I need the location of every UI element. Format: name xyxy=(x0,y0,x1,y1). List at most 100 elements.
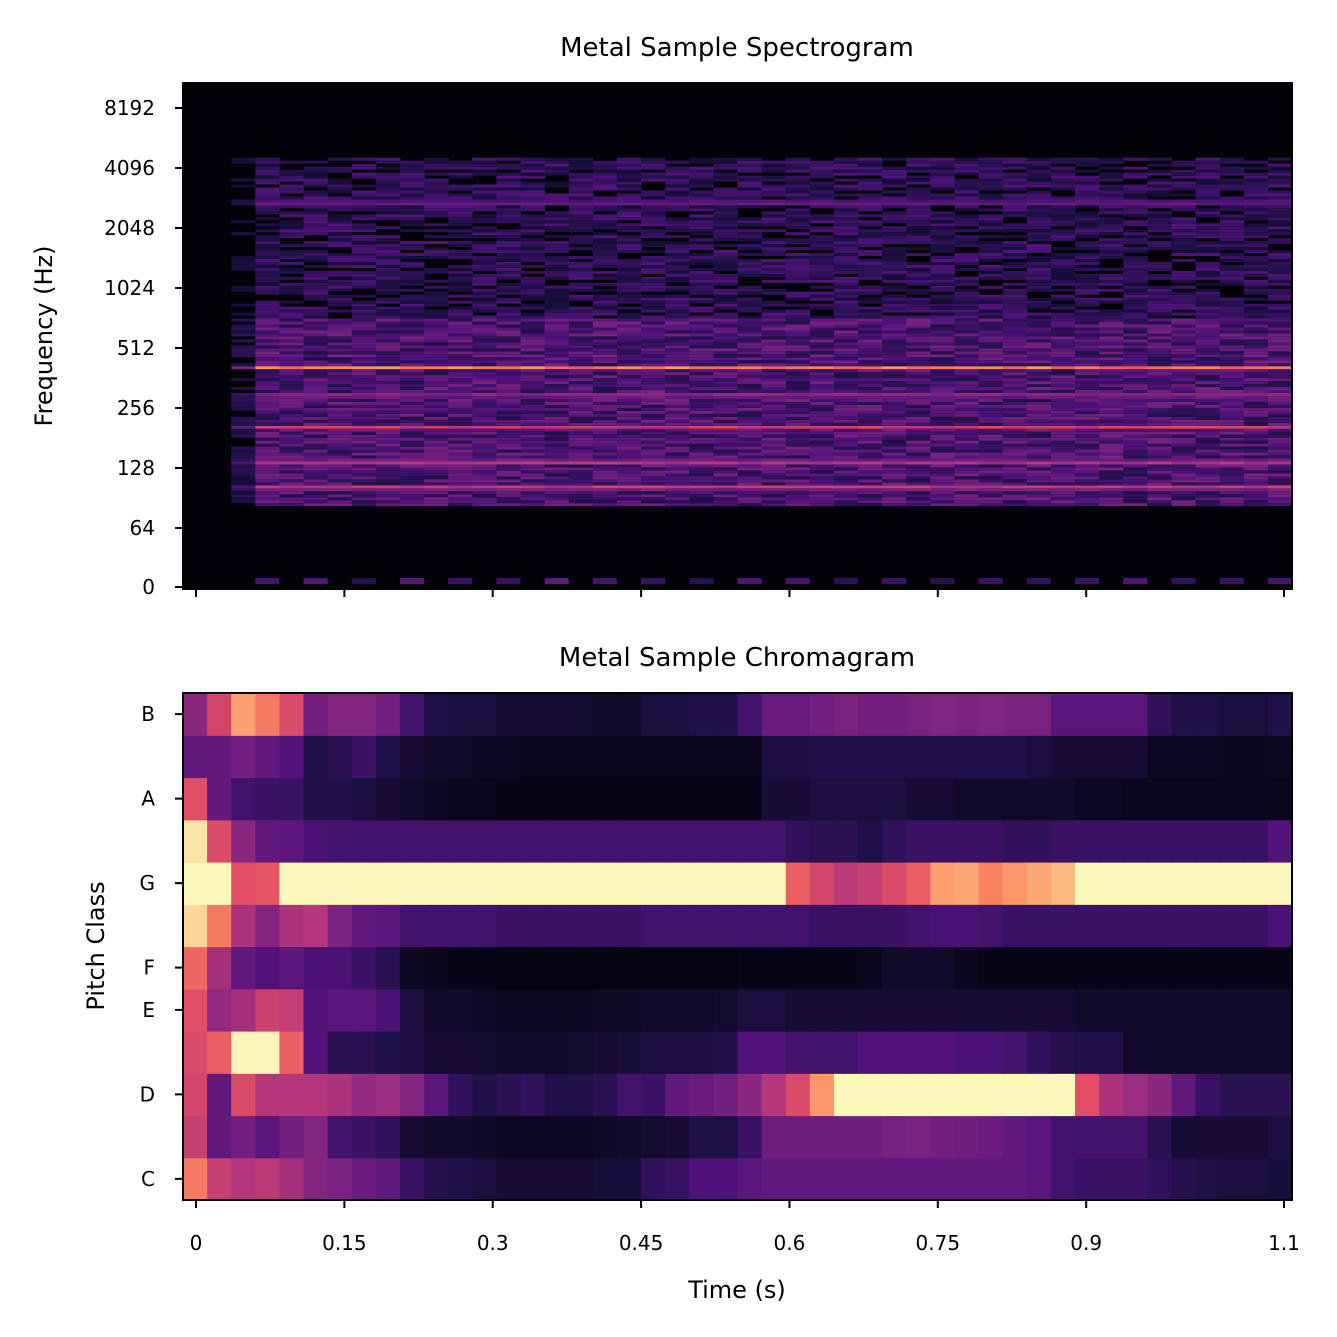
spectrogram-cell xyxy=(1219,413,1245,417)
spectrogram-cell xyxy=(737,190,763,194)
spectrogram-cell xyxy=(1219,366,1245,370)
spectrogram-cell xyxy=(255,238,280,242)
spectrogram-cell xyxy=(327,494,353,498)
spectrogram-cell xyxy=(496,267,522,271)
chroma-cell xyxy=(1099,1115,1124,1159)
spectrogram-cell xyxy=(978,345,1004,349)
spectrogram-cell xyxy=(1195,288,1221,292)
spectrogram-cell xyxy=(689,375,714,379)
spectrogram-cell xyxy=(641,479,666,483)
spectrogram-cell xyxy=(1050,273,1076,277)
spectrogram-cell xyxy=(303,407,329,411)
spectrogram-cell xyxy=(713,264,738,268)
spectrogram-cell xyxy=(616,226,642,230)
spectrogram-cell xyxy=(689,387,714,391)
spectrogram-cell xyxy=(520,488,546,492)
spectrogram-cell xyxy=(978,309,1004,313)
spectrogram-cell xyxy=(737,327,763,331)
spectrogram-cell xyxy=(737,461,763,465)
spectrogram-cell xyxy=(616,199,642,203)
spectrogram-cell xyxy=(1219,437,1245,441)
spectrogram-cell xyxy=(930,318,955,322)
chroma-cell xyxy=(544,946,570,990)
spectrogram-cell xyxy=(568,184,594,188)
spectrogram-cell xyxy=(399,357,425,361)
spectrogram-cell xyxy=(375,503,401,507)
spectrogram-cell xyxy=(544,291,570,295)
chroma-cell xyxy=(424,1031,449,1074)
spectrogram-cell xyxy=(1267,378,1293,382)
spectrogram-cell xyxy=(665,244,690,248)
spectrogram-cell xyxy=(303,196,329,200)
spectrogram-cell xyxy=(737,419,763,423)
spectrogram-cell xyxy=(1219,276,1245,280)
spectrogram-cell xyxy=(351,226,377,230)
spectrogram-cell xyxy=(978,387,1004,391)
spectrogram-cell xyxy=(399,342,425,346)
spectrogram-cell xyxy=(665,354,690,358)
spectrogram-cell xyxy=(1002,413,1028,417)
spectrogram-cell xyxy=(520,175,546,179)
spectrogram-cell xyxy=(1267,363,1293,367)
spectrogram-cell xyxy=(399,413,425,417)
spectrogram-cell xyxy=(399,241,425,245)
spectrogram-cell xyxy=(1075,404,1100,408)
spectrogram-cell xyxy=(1002,497,1028,501)
spectrogram-cell xyxy=(375,318,401,322)
spectrogram-cell xyxy=(1026,223,1052,227)
spectrogram-cell xyxy=(1123,279,1148,283)
spectrogram-cell xyxy=(1195,488,1221,492)
spectrogram-cell xyxy=(906,279,931,283)
spectrogram-cell xyxy=(1026,434,1052,438)
chroma-cell xyxy=(1026,946,1052,990)
spectrogram-cell xyxy=(1171,318,1197,322)
spectrogram-cell xyxy=(1147,229,1172,233)
spectrogram-cell xyxy=(737,330,763,334)
spectrogram-cell xyxy=(1075,497,1100,501)
spectrogram-cell xyxy=(833,229,859,233)
spectrogram-cell xyxy=(1219,381,1245,385)
spectrogram-cell xyxy=(375,366,401,370)
spectrogram-cell xyxy=(1002,443,1028,447)
spectrogram-cell xyxy=(809,404,835,408)
spectrogram-cell xyxy=(858,440,883,444)
spectrogram-cell xyxy=(1075,193,1100,197)
spectrogram-cell xyxy=(882,473,907,477)
spectrogram-cell xyxy=(1267,202,1293,206)
spectrogram-cell xyxy=(279,291,305,295)
spectrogram-cell xyxy=(448,422,473,426)
spectrogram-cell xyxy=(1195,202,1221,206)
spectrogram-cell xyxy=(978,306,1004,310)
spectrogram-cell xyxy=(448,407,473,411)
spectrogram-cell xyxy=(954,291,980,295)
spectrogram-cell xyxy=(424,333,449,337)
spectrogram-cell xyxy=(496,306,522,310)
spectrogram-cell xyxy=(616,250,642,254)
spectrogram-cell xyxy=(520,473,546,477)
spectrogram-cell xyxy=(472,294,497,298)
spec-y-tick-label: 1024 xyxy=(104,276,155,300)
spectrogram-cell xyxy=(231,428,256,432)
spectrogram-cell xyxy=(833,339,859,343)
spectrogram-cell xyxy=(520,369,546,373)
spectrogram-cell xyxy=(930,285,955,289)
spectrogram-cell xyxy=(1195,428,1221,432)
spectrogram-cell xyxy=(761,476,787,480)
spectrogram-cell xyxy=(689,491,714,495)
spectrogram-cell xyxy=(833,351,859,355)
spectrogram-cell xyxy=(1219,345,1245,349)
spectrogram-cell xyxy=(954,261,980,265)
spectrogram-cell xyxy=(303,425,329,429)
spectrogram-cell xyxy=(906,223,931,227)
spectrogram-cell xyxy=(1026,211,1052,215)
spectrogram-cell xyxy=(641,303,666,307)
spectrogram-cell xyxy=(424,327,449,331)
spectrogram-cell xyxy=(689,199,714,203)
spectrogram-cell xyxy=(279,372,305,376)
spectrogram-cell xyxy=(689,354,714,358)
spectrogram-cell xyxy=(1050,318,1076,322)
spectrogram-cell xyxy=(954,336,980,340)
spectrogram-cell xyxy=(882,181,907,185)
spectrogram-cell xyxy=(737,416,763,420)
spectrogram-cell xyxy=(785,312,811,316)
